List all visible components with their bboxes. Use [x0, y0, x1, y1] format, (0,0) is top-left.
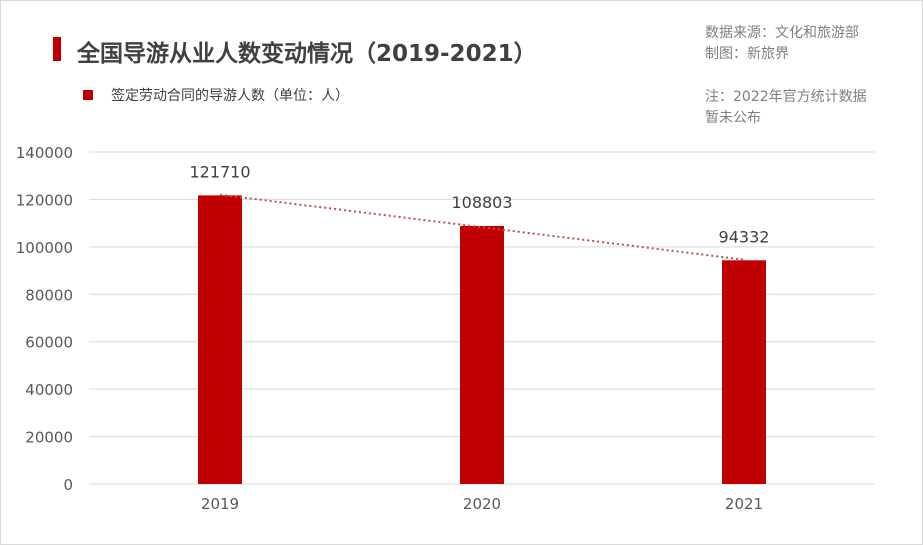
x-tick-label: 2020: [463, 495, 501, 513]
trendline: [219, 193, 745, 261]
x-axis-labels: 2019 2020 2021: [201, 495, 763, 513]
y-tick-label: 80000: [25, 286, 73, 304]
bars: [198, 195, 766, 485]
y-tick-label: 140000: [16, 144, 73, 162]
chart-title: 全国导游从业人数变动情况（2019-2021）: [77, 41, 537, 67]
legend-swatch: [83, 90, 93, 100]
note-line-2: 暂未公布: [705, 110, 761, 126]
legend-label: 签定劳动合同的导游人数（单位：人）: [111, 88, 349, 104]
data-labels: 121710 108803 94332: [189, 162, 769, 246]
title-accent-bar: [53, 37, 61, 61]
source-line: 数据来源：文化和旅游部: [705, 25, 859, 41]
y-tick-label: 120000: [16, 191, 73, 209]
y-tick-label: 60000: [25, 334, 73, 352]
bar: [722, 260, 766, 484]
legend: 签定劳动合同的导游人数（单位：人）: [83, 85, 349, 105]
y-tick-label: 100000: [16, 239, 73, 257]
credit-line: 制图：新旅界: [705, 46, 789, 62]
trendline-layer: [219, 193, 745, 261]
note-info: 注：2022年官方统计数据 暂未公布: [705, 87, 867, 129]
x-tick-label: 2019: [201, 495, 239, 513]
x-tick-label: 2021: [725, 495, 763, 513]
data-label: 94332: [719, 227, 770, 246]
y-tick-label: 0: [63, 476, 73, 494]
bar: [198, 195, 242, 485]
bar: [460, 225, 504, 485]
y-axis-labels: 0 20000 40000 60000 80000 100000 120000 140000: [16, 144, 73, 494]
y-tick-label: 40000: [25, 381, 73, 399]
source-info: 数据来源：文化和旅游部 制图：新旅界: [705, 23, 859, 65]
note-line-1: 注：2022年官方统计数据: [705, 89, 867, 105]
data-label: 121710: [189, 162, 250, 181]
data-label: 108803: [451, 193, 512, 212]
y-tick-label: 20000: [25, 429, 73, 447]
